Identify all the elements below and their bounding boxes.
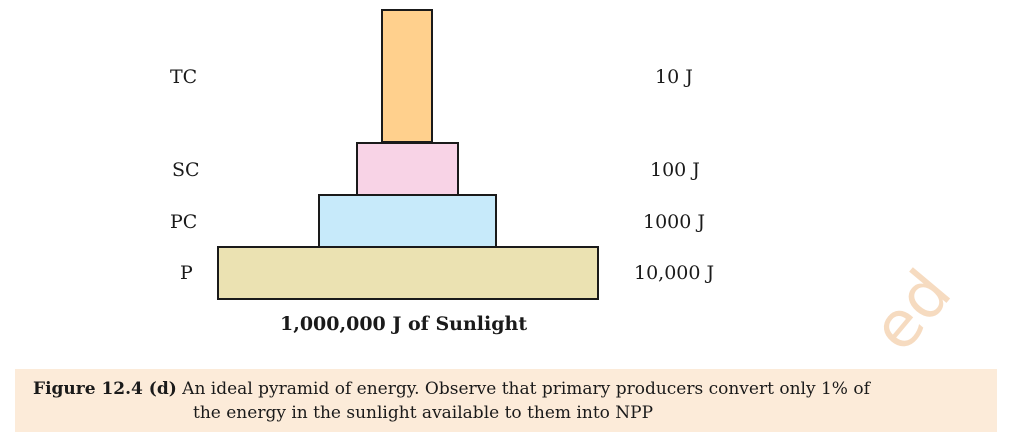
level-label-pc: PC (170, 211, 198, 233)
tier-tc-block (381, 9, 433, 143)
energy-label-tc: 10 J (655, 66, 693, 88)
watermark-text: ed (858, 256, 967, 366)
caption-line-2: the energy in the sunlight available to … (193, 403, 654, 423)
caption-text-1: An ideal pyramid of energy. Observe that… (176, 379, 870, 399)
caption-line-1: Figure 12.4 (d) An ideal pyramid of ener… (33, 377, 983, 401)
tier-pc-block (318, 194, 497, 248)
energy-label-p: 10,000 J (634, 262, 715, 284)
sunlight-input-label: 1,000,000 J of Sunlight (280, 313, 528, 335)
level-label-sc: SC (172, 159, 200, 181)
figure-caption: Figure 12.4 (d) An ideal pyramid of ener… (15, 369, 997, 432)
energy-label-pc: 1000 J (643, 211, 706, 233)
figure-number: Figure 12.4 (d) (33, 379, 177, 399)
tier-sc-block (356, 142, 459, 196)
tier-p-block (217, 246, 599, 300)
level-label-tc: TC (170, 66, 198, 88)
energy-label-sc: 100 J (650, 159, 700, 181)
level-label-p: P (180, 262, 193, 284)
